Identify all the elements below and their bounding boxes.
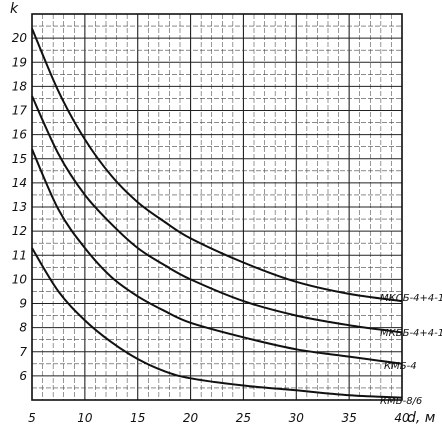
y-tick-label: 18 xyxy=(12,79,28,93)
y-tick-label: 6 xyxy=(19,369,27,383)
y-tick-label: 9 xyxy=(19,297,27,311)
series-line-1 xyxy=(31,95,403,334)
y-tick-label: 10 xyxy=(12,272,28,286)
y-tick-label: 16 xyxy=(12,128,28,142)
labels: k d, м МКСБ-4+4-12 МКББ-4+4-12 КМБ-4 КМБ… xyxy=(10,1,442,426)
x-tick-label: 35 xyxy=(342,411,357,425)
series-label: КМБ-8/6 xyxy=(380,396,422,407)
x-tick-label: 5 xyxy=(28,411,36,425)
y-tick-label: 20 xyxy=(12,31,28,45)
x-tick-label: 40 xyxy=(394,411,410,425)
tick-labels: 5 10 15 20 25 30 35 40 6 7 8 9 10 11 12 13 14 15 16 17 18 19 2… xyxy=(12,31,410,425)
curves xyxy=(31,28,403,399)
y-tick-label: 17 xyxy=(12,104,28,118)
x-axis-label: d, м xyxy=(407,410,436,426)
series-line-3 xyxy=(31,247,403,399)
y-tick-label: 15 xyxy=(12,152,27,166)
y-tick-label: 8 xyxy=(19,321,27,335)
series-line-0 xyxy=(31,28,403,303)
series-label: МКСБ-4+4-12 xyxy=(380,293,442,304)
y-tick-label: 19 xyxy=(12,55,27,69)
y-tick-label: 13 xyxy=(12,200,27,214)
y-tick-label: 7 xyxy=(19,345,27,359)
y-tick-label: 11 xyxy=(12,248,27,262)
x-tick-label: 15 xyxy=(130,411,145,425)
y-axis-label: k xyxy=(10,1,19,17)
series-label: КМБ-4 xyxy=(384,361,417,372)
y-tick-label: 14 xyxy=(12,176,27,190)
plot-frame xyxy=(31,13,403,401)
y-tick-label: 12 xyxy=(12,224,27,238)
x-tick-label: 20 xyxy=(183,411,199,425)
grid xyxy=(31,13,403,401)
x-tick-label: 10 xyxy=(77,411,93,425)
series-line-2 xyxy=(31,148,403,365)
x-tick-label: 30 xyxy=(289,411,305,425)
series-label: МКББ-4+4-12 xyxy=(380,328,442,339)
x-tick-label: 25 xyxy=(236,411,251,425)
